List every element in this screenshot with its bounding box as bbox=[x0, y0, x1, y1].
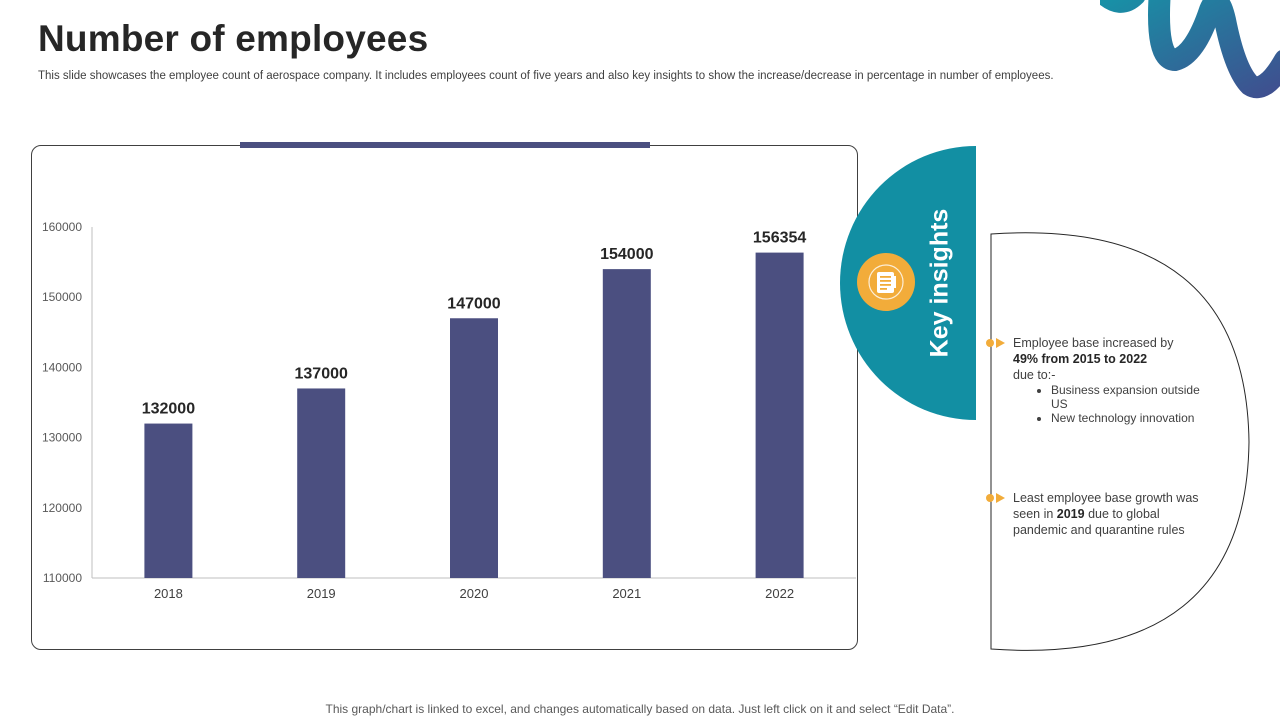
y-tick-label: 160000 bbox=[42, 220, 82, 234]
insight-1-highlight: 49% from 2015 to 2022 bbox=[1013, 352, 1148, 366]
bar-2021 bbox=[602, 269, 651, 578]
bar-2018 bbox=[144, 423, 193, 578]
notepad-icon bbox=[857, 253, 915, 311]
bar-2022 bbox=[755, 252, 804, 578]
employee-bar-chart: 110000 120000 130000 140000 150000 160000 1320… bbox=[42, 220, 856, 601]
insight-2-text-post: due to global pandemic and quarantine ru… bbox=[1013, 507, 1185, 537]
chart-accent-bar bbox=[240, 142, 650, 148]
data-label-2021: 154000 bbox=[600, 246, 653, 263]
y-tick-label: 130000 bbox=[42, 431, 82, 445]
page-subtitle: This slide showcases the employee count … bbox=[38, 70, 1054, 82]
insight-point-1: Employee base increased by 49% from 2015… bbox=[986, 335, 1203, 425]
bar-2020 bbox=[450, 318, 498, 578]
y-tick-label: 150000 bbox=[42, 290, 82, 304]
arrow-marker-icon bbox=[986, 338, 1005, 348]
data-label-2018: 132000 bbox=[142, 401, 195, 418]
x-tick-label: 2019 bbox=[307, 586, 336, 601]
arrow-marker-icon bbox=[986, 493, 1005, 503]
y-tick-label: 110000 bbox=[43, 571, 82, 585]
x-tick-label: 2018 bbox=[154, 586, 183, 601]
insight-1-line-3: due to:- bbox=[1013, 368, 1056, 382]
x-tick-label: 2020 bbox=[460, 586, 489, 601]
y-tick-label: 120000 bbox=[42, 501, 82, 515]
x-tick-label: 2022 bbox=[765, 586, 794, 601]
footer-note: This graph/chart is linked to excel, and… bbox=[325, 702, 955, 716]
list-item: New technology innovation bbox=[1051, 411, 1203, 425]
data-label-2022: 156354 bbox=[753, 230, 806, 247]
data-label-2019: 137000 bbox=[295, 365, 348, 382]
insight-1-bullets: Business expansion outside US New techno… bbox=[1013, 383, 1203, 425]
data-label-2020: 147000 bbox=[447, 295, 500, 312]
key-insights-heading: Key insights bbox=[925, 208, 954, 358]
brand-swoosh-graphic bbox=[1100, 0, 1280, 99]
insight-2-text-pre: Least employee base growth was seen in bbox=[1013, 491, 1199, 521]
insight-1-line-1: Employee base increased by bbox=[1013, 336, 1174, 350]
x-tick-label: 2021 bbox=[612, 586, 641, 601]
page-title: Number of employees bbox=[38, 18, 429, 59]
list-item: Business expansion outside US bbox=[1051, 383, 1203, 411]
insight-2-highlight: 2019 bbox=[1056, 507, 1085, 521]
insights-arc-panel bbox=[990, 232, 1250, 651]
y-tick-label: 140000 bbox=[42, 360, 82, 374]
bar-2019 bbox=[297, 388, 346, 578]
insight-point-2: Least employee base growth was seen in 2… bbox=[986, 490, 1213, 538]
